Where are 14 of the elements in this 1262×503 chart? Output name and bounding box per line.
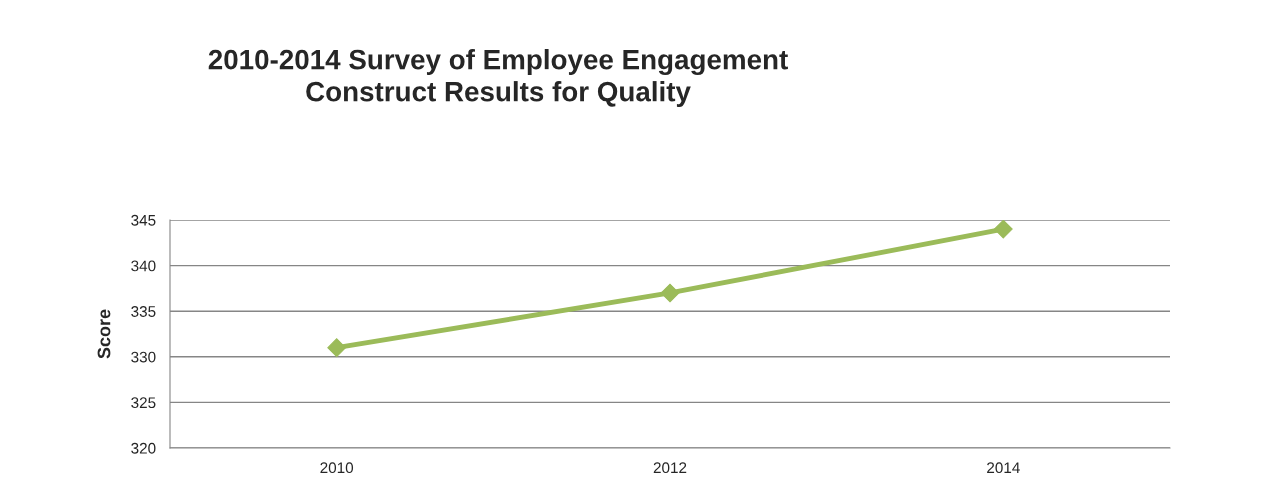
y-tick-label: 325 — [131, 397, 156, 409]
x-tick-label: 2010 — [320, 462, 354, 474]
y-tick-label: 340 — [131, 260, 156, 272]
point — [993, 220, 1013, 239]
point — [660, 283, 680, 303]
y-tick-label: 335 — [131, 306, 156, 317]
y-tick-label: 330 — [131, 351, 156, 363]
point — [327, 338, 347, 358]
chart-title: 2010-2014 Survey of Employee Engagement Construct Results for Quality — [208, 49, 788, 107]
x-tick-label: 2014 — [987, 462, 1020, 474]
x-tick-label: 2012 — [653, 462, 687, 474]
y-axis-title: Score — [97, 309, 111, 359]
y-tick-label: 345 — [131, 214, 156, 226]
y-tick-label: 320 — [131, 442, 156, 454]
